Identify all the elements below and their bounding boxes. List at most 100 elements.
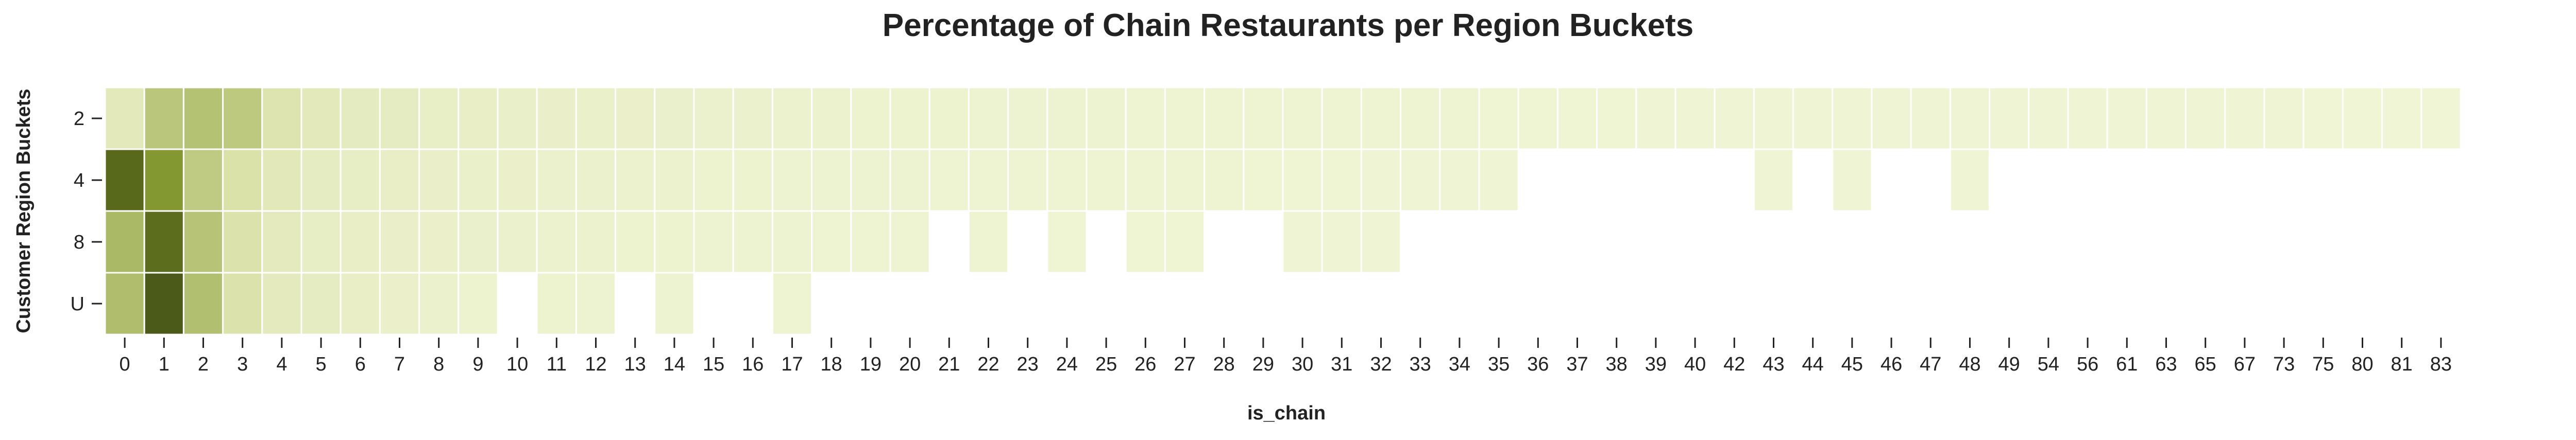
x-tick-label: 45	[1841, 354, 1863, 375]
y-tick-label: U	[71, 293, 84, 315]
heatmap-cell	[182, 86, 224, 150]
x-tick-label: 23	[1017, 354, 1039, 375]
heatmap-cell	[1360, 86, 1402, 150]
x-tick-label: 5	[316, 354, 327, 375]
x-tick-label: 4	[276, 354, 287, 375]
x-tick-label: 48	[1959, 354, 1980, 375]
heatmap-cell	[418, 210, 460, 274]
x-tick-label: 19	[860, 354, 882, 375]
heatmap-cell	[1949, 148, 1991, 212]
heatmap-cell	[575, 272, 617, 336]
heatmap-cell	[771, 210, 813, 274]
heatmap-cell	[1164, 210, 1206, 274]
heatmap-cell	[1046, 210, 1088, 274]
x-tick-label: 13	[624, 354, 646, 375]
heatmap-cell	[1753, 148, 1794, 212]
heatmap-cell	[693, 86, 734, 150]
heatmap-cell	[300, 210, 342, 274]
heatmap-cell	[457, 148, 499, 212]
x-tick-label: 6	[355, 354, 366, 375]
heatmap-cell	[1321, 86, 1362, 150]
heatmap-cell	[1282, 148, 1323, 212]
x-tick-label: 12	[585, 354, 606, 375]
x-tick-label: 3	[237, 354, 248, 375]
heatmap-cell	[1282, 210, 1323, 274]
heatmap-cell	[497, 148, 538, 212]
heatmap-cell	[1439, 86, 1480, 150]
y-axis-label: Customer Region Buckets	[13, 89, 35, 333]
heatmap-cell	[889, 86, 930, 150]
x-tick-label: 20	[899, 354, 921, 375]
heatmap-cell	[182, 148, 224, 212]
heatmap-cell	[771, 148, 813, 212]
heatmap-cell	[1596, 86, 1637, 150]
heatmap-cell	[1478, 86, 1519, 150]
x-tick-label: 11	[547, 354, 567, 375]
x-tick-label: 67	[2234, 354, 2256, 375]
heatmap-cell	[2185, 86, 2226, 150]
x-tick-label: 31	[1331, 354, 1352, 375]
heatmap-cell	[143, 210, 184, 274]
heatmap-cell	[889, 148, 930, 212]
heatmap-cell	[654, 86, 695, 150]
heatmap-cell	[968, 148, 1009, 212]
heatmap-cell	[222, 86, 263, 150]
x-tick-label: 37	[1566, 354, 1588, 375]
heatmap-cell	[1125, 148, 1166, 212]
y-tick-label: 2	[74, 108, 84, 130]
heatmap-cell	[261, 148, 302, 212]
x-tick-label: 83	[2430, 354, 2452, 375]
x-tick-label: 44	[1802, 354, 1824, 375]
heatmap-cell	[1674, 86, 1716, 150]
x-axis: 0 1 2 3 4 5 6 7 8 9 10 11 12 13 14 15 16 17 18 19 20 21 22 23 24…	[120, 338, 2452, 375]
x-tick-label: 21	[938, 354, 960, 375]
x-tick-label: 26	[1134, 354, 1156, 375]
heatmap-cell	[182, 272, 224, 336]
x-tick-label: 47	[1920, 354, 1941, 375]
heatmap-cell	[811, 148, 852, 212]
heatmap-cell	[928, 86, 970, 150]
heatmap-cell	[379, 272, 420, 336]
y-tick-label: 4	[74, 170, 84, 191]
heatmap-cell	[654, 272, 695, 336]
heatmap-cell	[1086, 86, 1127, 150]
heatmap-cell	[2067, 86, 2108, 150]
heatmap-cell	[1400, 148, 1441, 212]
x-tick-label: 2	[198, 354, 209, 375]
x-tick-label: 81	[2391, 354, 2413, 375]
heatmap-cell	[1635, 86, 1676, 150]
heatmap-cell	[1792, 86, 1834, 150]
heatmap-cell	[615, 210, 656, 274]
x-tick-label: 56	[2077, 354, 2098, 375]
heatmap-cell	[222, 210, 263, 274]
x-tick-label: 75	[2312, 354, 2334, 375]
heatmap-cell	[615, 148, 656, 212]
heatmap-cell	[1125, 86, 1166, 150]
heatmap-cell	[928, 148, 970, 212]
heatmap-cell	[968, 210, 1009, 274]
heatmap-cell	[1321, 210, 1362, 274]
heatmap-cell	[850, 210, 891, 274]
heatmap-cell	[732, 210, 773, 274]
x-tick-label: 32	[1370, 354, 1392, 375]
heatmap-cell	[1164, 148, 1206, 212]
x-tick-label: 42	[1723, 354, 1745, 375]
x-tick-label: 16	[742, 354, 764, 375]
heatmap-cell	[654, 148, 695, 212]
heatmap-cell	[1243, 86, 1284, 150]
heatmap-cell	[850, 86, 891, 150]
x-tick-label: 43	[1762, 354, 1784, 375]
heatmap-cell	[889, 210, 930, 274]
x-tick-label: 35	[1488, 354, 1510, 375]
x-tick-label: 38	[1606, 354, 1628, 375]
x-tick-label: 1	[159, 354, 170, 375]
heatmap-cell	[1556, 86, 1598, 150]
heatmap-cell	[575, 148, 617, 212]
heatmap-cell	[536, 148, 577, 212]
x-tick-label: 18	[821, 354, 842, 375]
x-tick-label: 17	[781, 354, 803, 375]
x-tick-label: 29	[1252, 354, 1274, 375]
heatmap-cell	[1871, 86, 1912, 150]
x-tick-label: 63	[2155, 354, 2177, 375]
